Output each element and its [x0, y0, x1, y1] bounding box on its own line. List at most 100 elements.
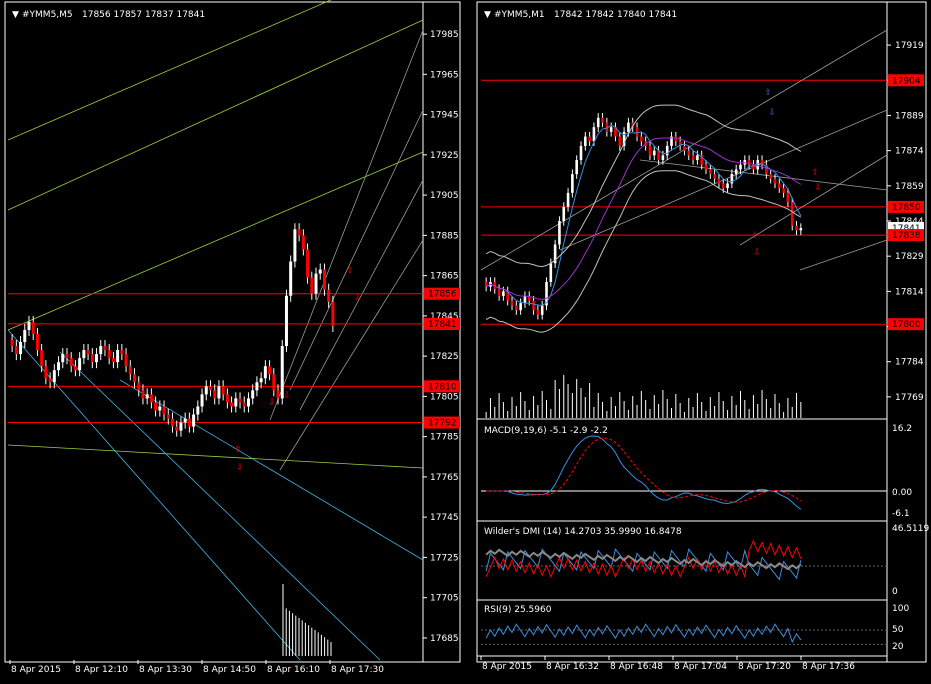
right-candle-body — [713, 174, 716, 179]
right-lower-band-line — [485, 170, 802, 333]
right-buy-arrow-icon: ⇧ — [764, 88, 772, 98]
left-candle-body — [234, 398, 238, 407]
right-candle-body — [769, 174, 772, 179]
left-level-badge — [424, 287, 460, 300]
left-channel-line — [119, 379, 424, 561]
right-channel-line — [739, 154, 888, 246]
left-candle-body — [73, 366, 77, 371]
right-candle-body — [652, 150, 656, 156]
current-price-label: 17841 — [892, 224, 921, 234]
left-candle-body — [217, 386, 221, 399]
right-candle-body — [717, 178, 721, 184]
left-candle-body — [200, 394, 204, 407]
right-buy-arrow-icon: ⇧ — [751, 231, 759, 241]
right-candle-body — [536, 310, 540, 315]
right-candle-body — [674, 136, 678, 142]
right-candle-body — [497, 289, 501, 297]
macd-tick-min: -6.1 — [892, 509, 910, 519]
left-price-tick-label: 17745 — [430, 513, 459, 523]
right-candle-body — [657, 150, 660, 161]
right-sell-arrow-icon: ⇩ — [768, 108, 776, 118]
right-symbol-title: #YMM5,M1 — [494, 10, 545, 20]
right-candle-body — [665, 145, 669, 156]
right-candle-body — [566, 192, 570, 207]
left-price-tick-label: 17785 — [430, 433, 459, 443]
right-price-tick-label: 17859 — [895, 182, 924, 192]
left-price-tick-label: 17825 — [430, 352, 459, 362]
left-candle-body — [204, 386, 208, 395]
left-candle-body — [103, 346, 107, 351]
right-level-label: 17800 — [892, 320, 921, 330]
macd-main-line — [486, 435, 802, 510]
left-sell-arrow-icon: ⇩ — [283, 391, 291, 401]
right-level-badge — [888, 200, 924, 213]
left-channel-line — [7, 329, 301, 661]
left-candle-body — [158, 406, 162, 411]
right-candle-body — [752, 164, 755, 170]
right-candle-body — [622, 131, 626, 146]
right-candle-body — [605, 122, 609, 132]
right-candle-body — [631, 122, 635, 128]
left-candle-body — [154, 402, 158, 411]
left-candle-body — [310, 277, 314, 294]
left-candle-body — [10, 340, 14, 347]
right-candle-body — [571, 174, 574, 193]
right-candle-body — [579, 145, 583, 161]
right-level-badge — [888, 318, 924, 331]
left-candle-body — [14, 346, 18, 355]
left-time-tick-label: 8 Apr 12:10 — [75, 665, 128, 675]
left-price-tick-label: 17965 — [430, 70, 459, 80]
left-price-tick-label: 17705 — [430, 594, 459, 604]
right-candle-body — [588, 136, 591, 142]
left-candle-body — [213, 390, 217, 399]
right-candle-body — [691, 155, 695, 161]
right-chart-window[interactable] — [476, 1, 927, 663]
left-price-tick-label: 17685 — [430, 634, 459, 644]
right-candle-body — [747, 160, 751, 165]
right-candle-body — [760, 160, 764, 165]
macd-label: MACD(9,19,6) -5.1 -2.9 -2.2 — [484, 426, 608, 436]
right-candle-body — [562, 206, 566, 221]
left-candle-body — [242, 402, 246, 407]
left-time-tick-label: 8 Apr 14:50 — [203, 665, 256, 675]
left-level-label: 17810 — [428, 382, 457, 392]
left-channel-line — [7, 444, 424, 469]
left-candle-body — [90, 354, 94, 363]
left-chart-window[interactable] — [4, 1, 461, 663]
right-channel-line — [799, 239, 888, 271]
left-sell-arrow-icon: ⇩ — [354, 293, 362, 303]
left-candle-body — [40, 350, 44, 367]
left-channel-line — [299, 179, 424, 411]
left-price-tick-label: 17925 — [430, 151, 459, 161]
right-level-label: 17904 — [892, 76, 921, 86]
left-candle-body — [19, 342, 23, 355]
right-chart-menu-arrow-icon[interactable]: ▼ — [484, 10, 491, 20]
right-candle-body — [618, 136, 622, 146]
left-level-label: 17856 — [428, 290, 457, 300]
right-sell-arrow-icon: ⇩ — [753, 248, 761, 258]
left-candle-body — [322, 269, 326, 290]
left-candle-body — [276, 390, 280, 399]
right-price-tick-label: 17829 — [895, 252, 924, 262]
left-candle-body — [162, 406, 166, 415]
left-candle-body — [318, 269, 322, 274]
left-candle-body — [259, 378, 263, 383]
right-chart-layer: 17919 17904 17889 17874 17859 17844 17829 17814… — [480, 29, 924, 672]
left-candle-body — [208, 386, 212, 391]
right-candle-body — [609, 127, 613, 132]
left-level-badge — [424, 416, 460, 429]
left-symbol-title: #YMM5,M5 — [22, 10, 73, 20]
left-candle-body — [23, 329, 27, 343]
right-time-tick-label: 8 Apr 17:20 — [738, 662, 791, 672]
left-candle-body — [238, 398, 242, 403]
rsi-label: RSI(9) 25.5960 — [484, 605, 552, 615]
left-candle-body — [128, 366, 132, 375]
left-candle-body — [61, 354, 65, 363]
left-candle-body — [116, 350, 120, 363]
left-time-tick-label: 8 Apr 16:10 — [267, 665, 320, 675]
left-chart-menu-arrow-icon[interactable]: ▼ — [12, 10, 19, 20]
right-candle-body — [709, 169, 712, 175]
left-level-label: 17792 — [428, 419, 457, 429]
